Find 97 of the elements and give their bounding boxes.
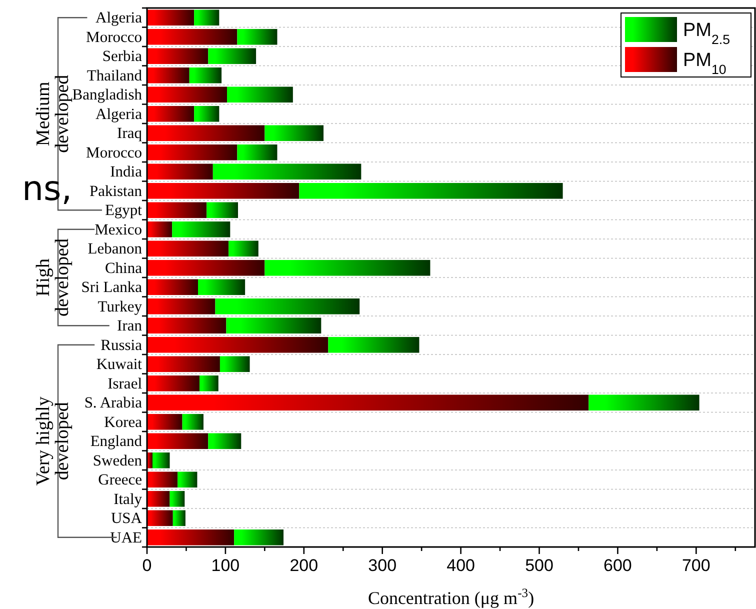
bar bbox=[147, 240, 229, 257]
bar bbox=[147, 182, 300, 199]
y-tick-label: Korea bbox=[104, 414, 142, 431]
y-tick-label: Russia bbox=[100, 336, 142, 354]
bar bbox=[147, 356, 220, 372]
bar bbox=[328, 336, 420, 353]
bar bbox=[147, 472, 178, 488]
bar bbox=[208, 433, 242, 450]
bar bbox=[172, 221, 230, 238]
bar bbox=[299, 182, 563, 199]
bar bbox=[170, 490, 185, 507]
x-tick-label: 100 bbox=[211, 556, 240, 575]
y-tick-label: Pakistan bbox=[89, 182, 142, 200]
bar bbox=[220, 356, 250, 372]
y-tick-label: Turkey bbox=[98, 298, 142, 316]
bar bbox=[212, 164, 362, 180]
bar bbox=[147, 279, 198, 296]
y-tick-label: Morocco bbox=[86, 144, 142, 162]
bar bbox=[147, 48, 208, 64]
text: Very highly developed bbox=[33, 396, 73, 486]
bar bbox=[234, 529, 284, 546]
x-tick-label: 200 bbox=[290, 556, 318, 575]
y-tick-label: UAE bbox=[110, 529, 142, 546]
bar bbox=[147, 10, 194, 26]
x-tick-label: 300 bbox=[368, 556, 397, 575]
bar bbox=[264, 260, 430, 276]
y-tick-label: India bbox=[110, 164, 142, 181]
y-tick-label: Algeria bbox=[96, 10, 142, 27]
y-tick-label: Bangladish bbox=[72, 86, 142, 104]
bar bbox=[215, 298, 360, 314]
bar bbox=[147, 221, 172, 238]
bar bbox=[147, 414, 182, 430]
x-tick-label: 0 bbox=[142, 556, 152, 575]
bar bbox=[206, 202, 238, 218]
y-tick-label: Iraq bbox=[117, 125, 142, 142]
text: High developed bbox=[33, 238, 73, 317]
bar bbox=[189, 67, 222, 84]
y-tick-label: England bbox=[90, 433, 142, 450]
bar bbox=[172, 510, 186, 526]
bar bbox=[147, 125, 265, 142]
bar bbox=[227, 86, 293, 103]
y-tick-label: Mexico bbox=[94, 221, 142, 238]
bar bbox=[147, 86, 228, 103]
bar bbox=[147, 164, 213, 180]
x-tick-label: 700 bbox=[682, 556, 710, 575]
legend-label: PM$_{10}$ bbox=[683, 50, 726, 76]
y-tick-label: Serbia bbox=[102, 48, 142, 66]
y-tick-label: S. Arabia bbox=[84, 394, 142, 412]
x-axis-title: Concentration (μg m$^{-3}$) bbox=[368, 586, 534, 608]
y-tick-label: Thailand bbox=[86, 67, 142, 84]
y-tick-label: Algeria bbox=[96, 106, 142, 123]
bar bbox=[200, 375, 218, 392]
bar bbox=[147, 144, 238, 160]
bar bbox=[147, 260, 265, 276]
bar bbox=[226, 318, 322, 334]
bar bbox=[147, 433, 208, 450]
x-tick-label: 500 bbox=[525, 556, 554, 575]
bar bbox=[147, 529, 234, 546]
y-tick-label: Italy bbox=[114, 490, 142, 508]
bar bbox=[152, 452, 170, 468]
y-tick-label: Morocco bbox=[86, 28, 142, 46]
bar bbox=[182, 414, 204, 430]
bar bbox=[588, 394, 700, 411]
bar bbox=[178, 472, 198, 488]
bar bbox=[208, 48, 256, 64]
bar bbox=[147, 67, 190, 84]
bar bbox=[237, 144, 278, 160]
y-tick-label: China bbox=[104, 260, 142, 277]
bar bbox=[147, 202, 207, 218]
bar bbox=[194, 10, 220, 26]
y-tick-label: Iran bbox=[117, 318, 142, 335]
legend-label: PM$_{2.5}$ bbox=[683, 20, 730, 46]
bar bbox=[264, 125, 324, 142]
bar bbox=[237, 28, 278, 45]
bar bbox=[147, 510, 173, 526]
bar bbox=[147, 375, 200, 392]
bar bbox=[147, 318, 226, 334]
x-tick-label: 400 bbox=[446, 556, 475, 575]
bar bbox=[228, 240, 258, 257]
bar bbox=[147, 394, 589, 411]
y-tick-label: Egypt bbox=[104, 202, 143, 220]
y-tick-label: Israel bbox=[108, 375, 142, 392]
y-tick-label: USA bbox=[110, 510, 143, 528]
y-tick-label: Lebanon bbox=[88, 240, 142, 258]
bar bbox=[147, 336, 328, 353]
bar bbox=[194, 106, 220, 122]
bar bbox=[147, 106, 194, 122]
y-tick-label: Greece bbox=[98, 472, 142, 489]
text: Medium developed bbox=[33, 74, 73, 153]
y-tick-label: Kuwait bbox=[96, 356, 143, 374]
bar bbox=[147, 28, 238, 45]
x-tick-label: 600 bbox=[604, 556, 632, 575]
y-tick-label: Sweden bbox=[92, 452, 142, 470]
bar bbox=[147, 298, 216, 314]
bar bbox=[198, 279, 246, 296]
bar bbox=[147, 490, 170, 507]
y-tick-label: Sri Lanka bbox=[81, 279, 142, 296]
